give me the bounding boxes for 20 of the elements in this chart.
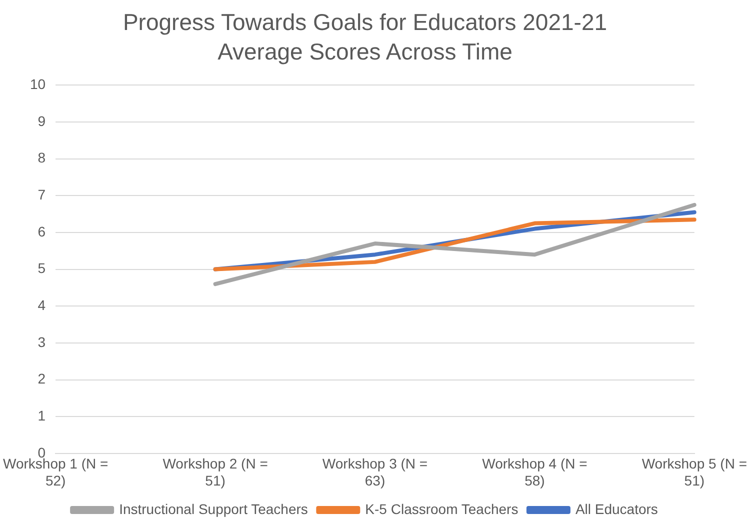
legend-label: K-5 Classroom Teachers [365,500,518,517]
y-tick-label: 5 [38,260,46,276]
y-tick-label: 6 [38,223,46,240]
legend-label: All Educators [575,500,658,517]
y-tick-label: 9 [38,112,46,129]
y-tick-label: 1 [38,407,46,424]
legend-label: Instructional Support Teachers [119,500,308,517]
x-tick-label: Workshop 5 (N = 51) [642,456,747,488]
y-tick-label: 8 [38,150,46,166]
chart-title: Progress Towards Goals for Educators 2021-21 [122,9,608,36]
x-tick-label: Workshop 4 (N = 58) [482,456,588,488]
y-tick-label: 10 [30,76,46,92]
x-tick-label: Workshop 2 (N = 51) [162,456,268,488]
y-tick-label: 0 [38,444,46,460]
chart-subtitle: Average Scores Across Time [218,38,512,65]
y-tick-label: 4 [38,296,46,313]
y-tick-label: 2 [38,370,46,387]
x-tick-label: Workshop 3 (N = 63) [322,456,428,488]
y-tick-label: 3 [38,334,46,350]
y-tick-label: 7 [38,186,46,203]
